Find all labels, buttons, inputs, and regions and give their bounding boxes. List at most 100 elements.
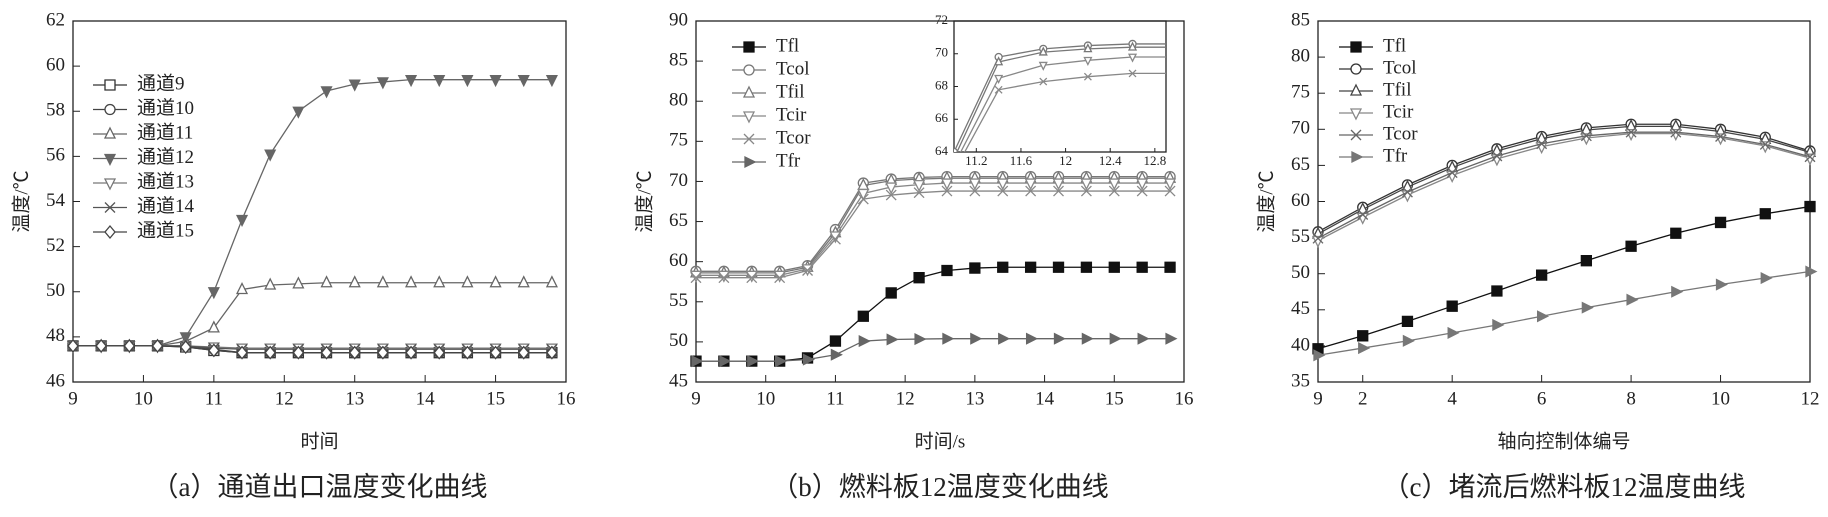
marker [292, 345, 305, 360]
marker [433, 75, 446, 88]
marker [104, 103, 116, 116]
x-axis-label: 轴向控制体编号 [1497, 430, 1630, 452]
series-line [73, 282, 552, 347]
marker [461, 275, 474, 288]
legend-label: 通道12 [137, 146, 194, 168]
marker [517, 345, 530, 360]
y-tick-label: 64 [935, 143, 949, 158]
marker [376, 275, 389, 288]
marker [1349, 83, 1363, 96]
marker [1402, 334, 1415, 347]
marker [433, 345, 446, 360]
marker [742, 111, 756, 124]
legend-label: Tcir [776, 104, 807, 125]
marker [1137, 332, 1150, 345]
legend-label: Tcir [1383, 101, 1414, 122]
legend-marker [104, 224, 116, 240]
marker [320, 345, 333, 360]
marker [235, 214, 249, 228]
marker [1349, 108, 1363, 121]
marker [998, 332, 1011, 345]
marker [1715, 278, 1728, 291]
y-axis-label: 温度/℃ [633, 170, 655, 232]
marker [914, 333, 927, 346]
marker [857, 193, 869, 205]
marker [954, 147, 959, 152]
marker [1081, 332, 1094, 345]
y-tick-label: 35 [1291, 370, 1310, 391]
marker [1109, 332, 1122, 345]
legend-marker [1350, 129, 1362, 141]
marker [1164, 185, 1176, 197]
marker [830, 348, 843, 361]
marker [235, 282, 249, 295]
legend-marker [1350, 41, 1362, 53]
marker [1136, 178, 1149, 191]
legend-label: 通道9 [137, 72, 185, 94]
x-tick-label: 14 [1035, 388, 1055, 409]
marker [1080, 185, 1092, 197]
x-tick-label: 10 [1711, 388, 1730, 409]
legend-label: Tfil [776, 81, 805, 102]
y-tick-label: 70 [669, 170, 688, 191]
legend-marker [103, 178, 117, 191]
marker [1536, 138, 1548, 150]
marker [719, 355, 732, 368]
marker [179, 340, 192, 355]
y-tick-label: 70 [935, 45, 948, 60]
y-tick-label: 72 [935, 12, 948, 27]
legend-marker [744, 155, 757, 169]
marker [1804, 200, 1816, 213]
marker [1108, 178, 1121, 191]
marker [1580, 130, 1592, 142]
marker [994, 56, 1004, 66]
marker [1671, 285, 1684, 298]
legend-marker [742, 85, 756, 98]
series-line [696, 182, 1171, 276]
y-tick-label: 50 [1291, 262, 1310, 283]
panel: 9 10 11 12 13 14 15 16 45 50 55 60 65 70 75 80 85 90 时间/s 温… [633, 9, 1193, 502]
marker [1313, 349, 1326, 362]
marker [104, 79, 116, 91]
marker [1535, 141, 1548, 155]
marker [941, 264, 953, 277]
legend-marker [104, 202, 116, 213]
marker [376, 77, 389, 90]
series-group [954, 39, 1166, 378]
marker [829, 233, 841, 245]
marker [1083, 43, 1093, 53]
marker [104, 202, 116, 213]
marker [1136, 261, 1148, 273]
marker [104, 224, 116, 240]
legend-marker [1349, 108, 1363, 121]
legend-marker [1349, 83, 1363, 96]
marker [1491, 285, 1503, 297]
marker [489, 275, 502, 288]
marker [517, 275, 530, 288]
marker [744, 155, 757, 169]
marker [545, 275, 558, 288]
y-axis-label: 温度/℃ [10, 170, 32, 232]
marker [885, 287, 897, 299]
y-tick-label: 80 [669, 90, 688, 111]
marker [1128, 69, 1137, 78]
marker [1358, 342, 1371, 355]
y-tick-label: 54 [46, 190, 66, 211]
marker [940, 178, 954, 191]
legend-label: Tfl [776, 35, 799, 56]
marker [743, 41, 755, 53]
marker [1130, 371, 1137, 378]
y-tick-label: 70 [1291, 118, 1310, 139]
marker [1052, 178, 1065, 191]
marker [1083, 72, 1092, 81]
marker [743, 133, 755, 145]
marker [969, 262, 981, 274]
marker [348, 345, 361, 360]
x-tick-label: 12 [275, 388, 294, 409]
marker [913, 180, 926, 193]
legend-label: 通道14 [137, 195, 195, 217]
marker [1312, 232, 1324, 244]
marker [405, 345, 417, 360]
marker [1084, 247, 1091, 254]
